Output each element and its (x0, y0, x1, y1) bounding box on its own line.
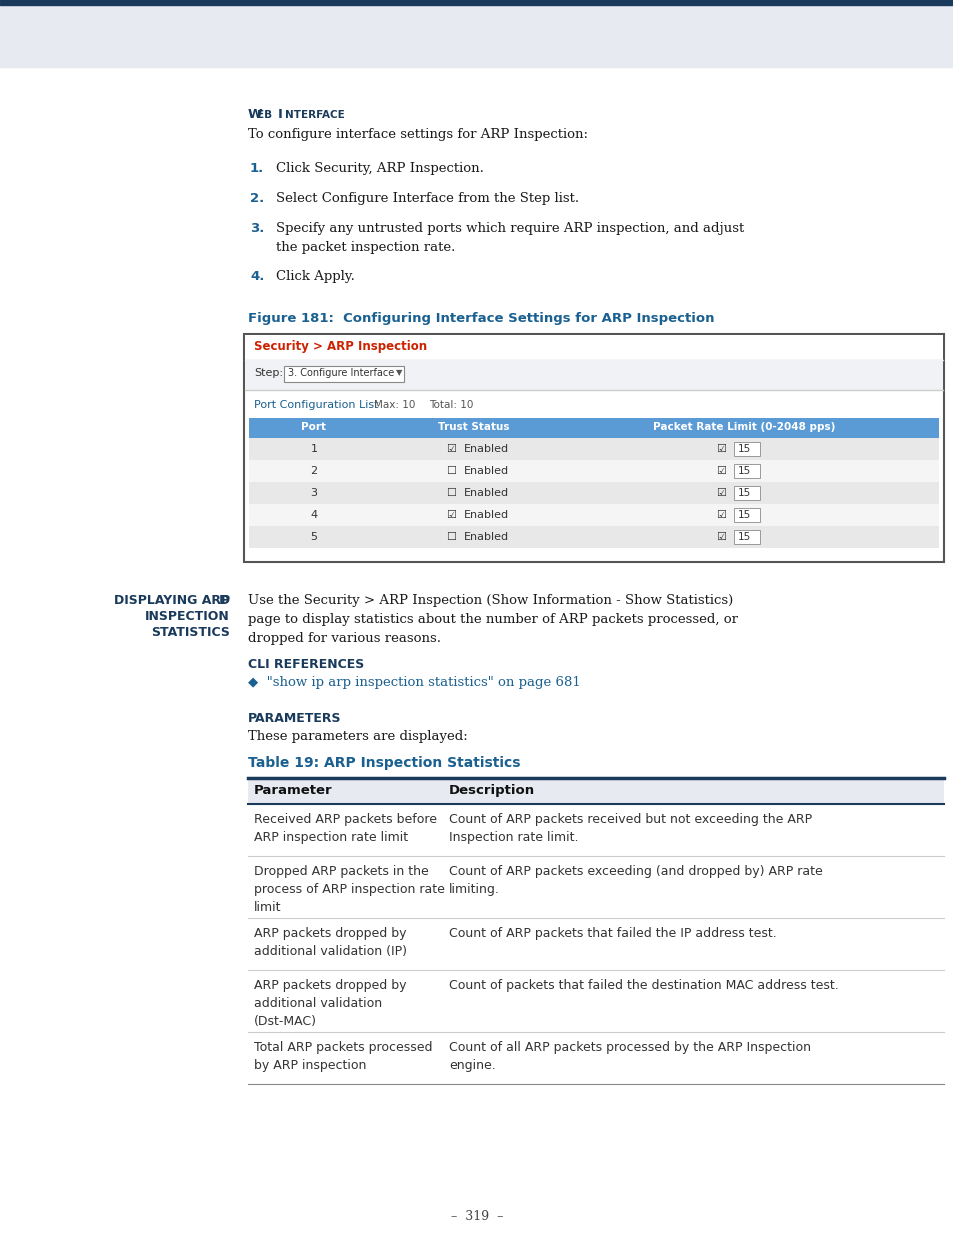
Text: I: I (277, 107, 283, 121)
Bar (249, 482, 938, 504)
Bar (733, 508, 760, 522)
Text: Count of packets that failed the destination MAC address test.: Count of packets that failed the destina… (449, 979, 838, 992)
Text: 15: 15 (738, 510, 750, 520)
Bar (0, 0, 953, 5)
Text: ☐: ☐ (446, 466, 456, 475)
Text: C: C (929, 20, 937, 30)
Text: 3.: 3. (250, 222, 264, 235)
Text: ▼: ▼ (395, 368, 402, 377)
Text: ARP packets dropped by
additional validation
(Dst-MAC): ARP packets dropped by additional valida… (253, 979, 406, 1028)
Bar (249, 526, 938, 548)
Text: Trust Status: Trust Status (437, 422, 509, 432)
Text: Count of ARP packets received but not exceeding the ARP
Inspection rate limit.: Count of ARP packets received but not ex… (449, 813, 811, 844)
Text: Table 19: ARP Inspection Statistics: Table 19: ARP Inspection Statistics (248, 756, 520, 769)
Text: STATISTICS: STATISTICS (151, 626, 230, 638)
Text: Enabled: Enabled (463, 510, 509, 520)
Text: 1: 1 (310, 445, 317, 454)
Text: Port Configuration List: Port Configuration List (253, 400, 378, 410)
Text: ☐: ☐ (446, 532, 456, 542)
Text: 3. Configure Interface: 3. Configure Interface (288, 368, 394, 378)
Text: ☐: ☐ (446, 488, 456, 498)
Text: EB: EB (256, 110, 275, 120)
Text: To configure interface settings for ARP Inspection:: To configure interface settings for ARP … (248, 128, 587, 141)
Bar (249, 417, 938, 438)
Text: Enabled: Enabled (463, 532, 509, 542)
Text: Packet Rate Limit (0-2048 pps): Packet Rate Limit (0-2048 pps) (652, 422, 834, 432)
Text: Count of ARP packets that failed the IP address test.: Count of ARP packets that failed the IP … (449, 927, 776, 940)
Text: Max: 10: Max: 10 (374, 400, 415, 410)
Text: INSPECTION: INSPECTION (145, 610, 230, 622)
Text: Total: 10: Total: 10 (429, 400, 473, 410)
Bar (248, 778, 943, 804)
Text: ☑: ☑ (716, 466, 725, 475)
Text: ◆  "show ip arp inspection statistics" on page 681: ◆ "show ip arp inspection statistics" on… (248, 676, 580, 689)
Text: ARP packets dropped by
additional validation (IP): ARP packets dropped by additional valida… (253, 927, 407, 958)
Text: ☑: ☑ (716, 510, 725, 520)
Bar (244, 333, 943, 562)
Text: 15: 15 (738, 445, 750, 454)
Bar (0, 5, 953, 67)
Text: Click Apply.: Click Apply. (275, 270, 355, 283)
Text: Enabled: Enabled (463, 488, 509, 498)
Text: Enabled: Enabled (463, 466, 509, 475)
Text: 4: 4 (310, 510, 317, 520)
Text: 3: 3 (310, 488, 317, 498)
Text: 1.: 1. (250, 162, 264, 175)
Text: ☑: ☑ (716, 445, 725, 454)
Text: Figure 181:  Configuring Interface Settings for ARP Inspection: Figure 181: Configuring Interface Settin… (248, 312, 714, 325)
Text: Enabled: Enabled (463, 445, 509, 454)
Bar (245, 335, 942, 361)
Bar (733, 442, 760, 456)
Text: CLI REFERENCES: CLI REFERENCES (248, 658, 364, 671)
Bar (284, 366, 403, 382)
Text: Count of ARP packets exceeding (and dropped by) ARP rate
limiting.: Count of ARP packets exceeding (and drop… (449, 864, 821, 897)
Text: These parameters are displayed:: These parameters are displayed: (248, 730, 467, 743)
Text: 5: 5 (310, 532, 317, 542)
Text: PARAMETERS: PARAMETERS (248, 713, 341, 725)
Text: D: D (218, 594, 230, 606)
Bar (733, 530, 760, 543)
Text: ☑: ☑ (446, 445, 456, 454)
Text: Specify any untrusted ports which require ARP inspection, and adjust
the packet : Specify any untrusted ports which requir… (275, 222, 743, 253)
Text: Use the Security > ARP Inspection (Show Information - Show Statistics)
page to d: Use the Security > ARP Inspection (Show … (248, 594, 738, 645)
Text: Click Security, ARP Inspection.: Click Security, ARP Inspection. (275, 162, 483, 175)
Text: ☑: ☑ (716, 532, 725, 542)
Text: ☑: ☑ (716, 488, 725, 498)
Text: Security > ARP Inspection: Security > ARP Inspection (253, 340, 427, 353)
Text: Step:: Step: (253, 368, 283, 378)
Bar (245, 359, 942, 390)
Bar (249, 504, 938, 526)
Text: ARP Inspection: ARP Inspection (849, 38, 937, 51)
Text: Port: Port (301, 422, 326, 432)
Text: 15: 15 (738, 466, 750, 475)
Text: Received ARP packets before
ARP inspection rate limit: Received ARP packets before ARP inspecti… (253, 813, 436, 844)
Text: Parameter: Parameter (253, 784, 333, 797)
Text: ☑: ☑ (446, 510, 456, 520)
Text: CHAPTER 14  |  Security Measures: CHAPTER 14 | Security Measures (712, 20, 937, 33)
Text: NTERFACE: NTERFACE (285, 110, 344, 120)
Bar (733, 487, 760, 500)
Bar (249, 459, 938, 482)
Text: Total ARP packets processed
by ARP inspection: Total ARP packets processed by ARP inspe… (253, 1041, 432, 1072)
Text: W: W (248, 107, 262, 121)
Text: Count of all ARP packets processed by the ARP Inspection
engine.: Count of all ARP packets processed by th… (449, 1041, 810, 1072)
Text: –  319  –: – 319 – (451, 1210, 502, 1223)
Text: Dropped ARP packets in the
process of ARP inspection rate
limit: Dropped ARP packets in the process of AR… (253, 864, 444, 914)
Text: 2: 2 (310, 466, 317, 475)
Text: 15: 15 (738, 532, 750, 542)
Bar (249, 438, 938, 459)
Text: Description: Description (449, 784, 535, 797)
Text: DISPLAYING ARP: DISPLAYING ARP (113, 594, 230, 606)
Text: 2.: 2. (250, 191, 264, 205)
Bar (733, 464, 760, 478)
Text: 15: 15 (738, 488, 750, 498)
Text: Select Configure Interface from the Step list.: Select Configure Interface from the Step… (275, 191, 578, 205)
Text: 4.: 4. (250, 270, 264, 283)
